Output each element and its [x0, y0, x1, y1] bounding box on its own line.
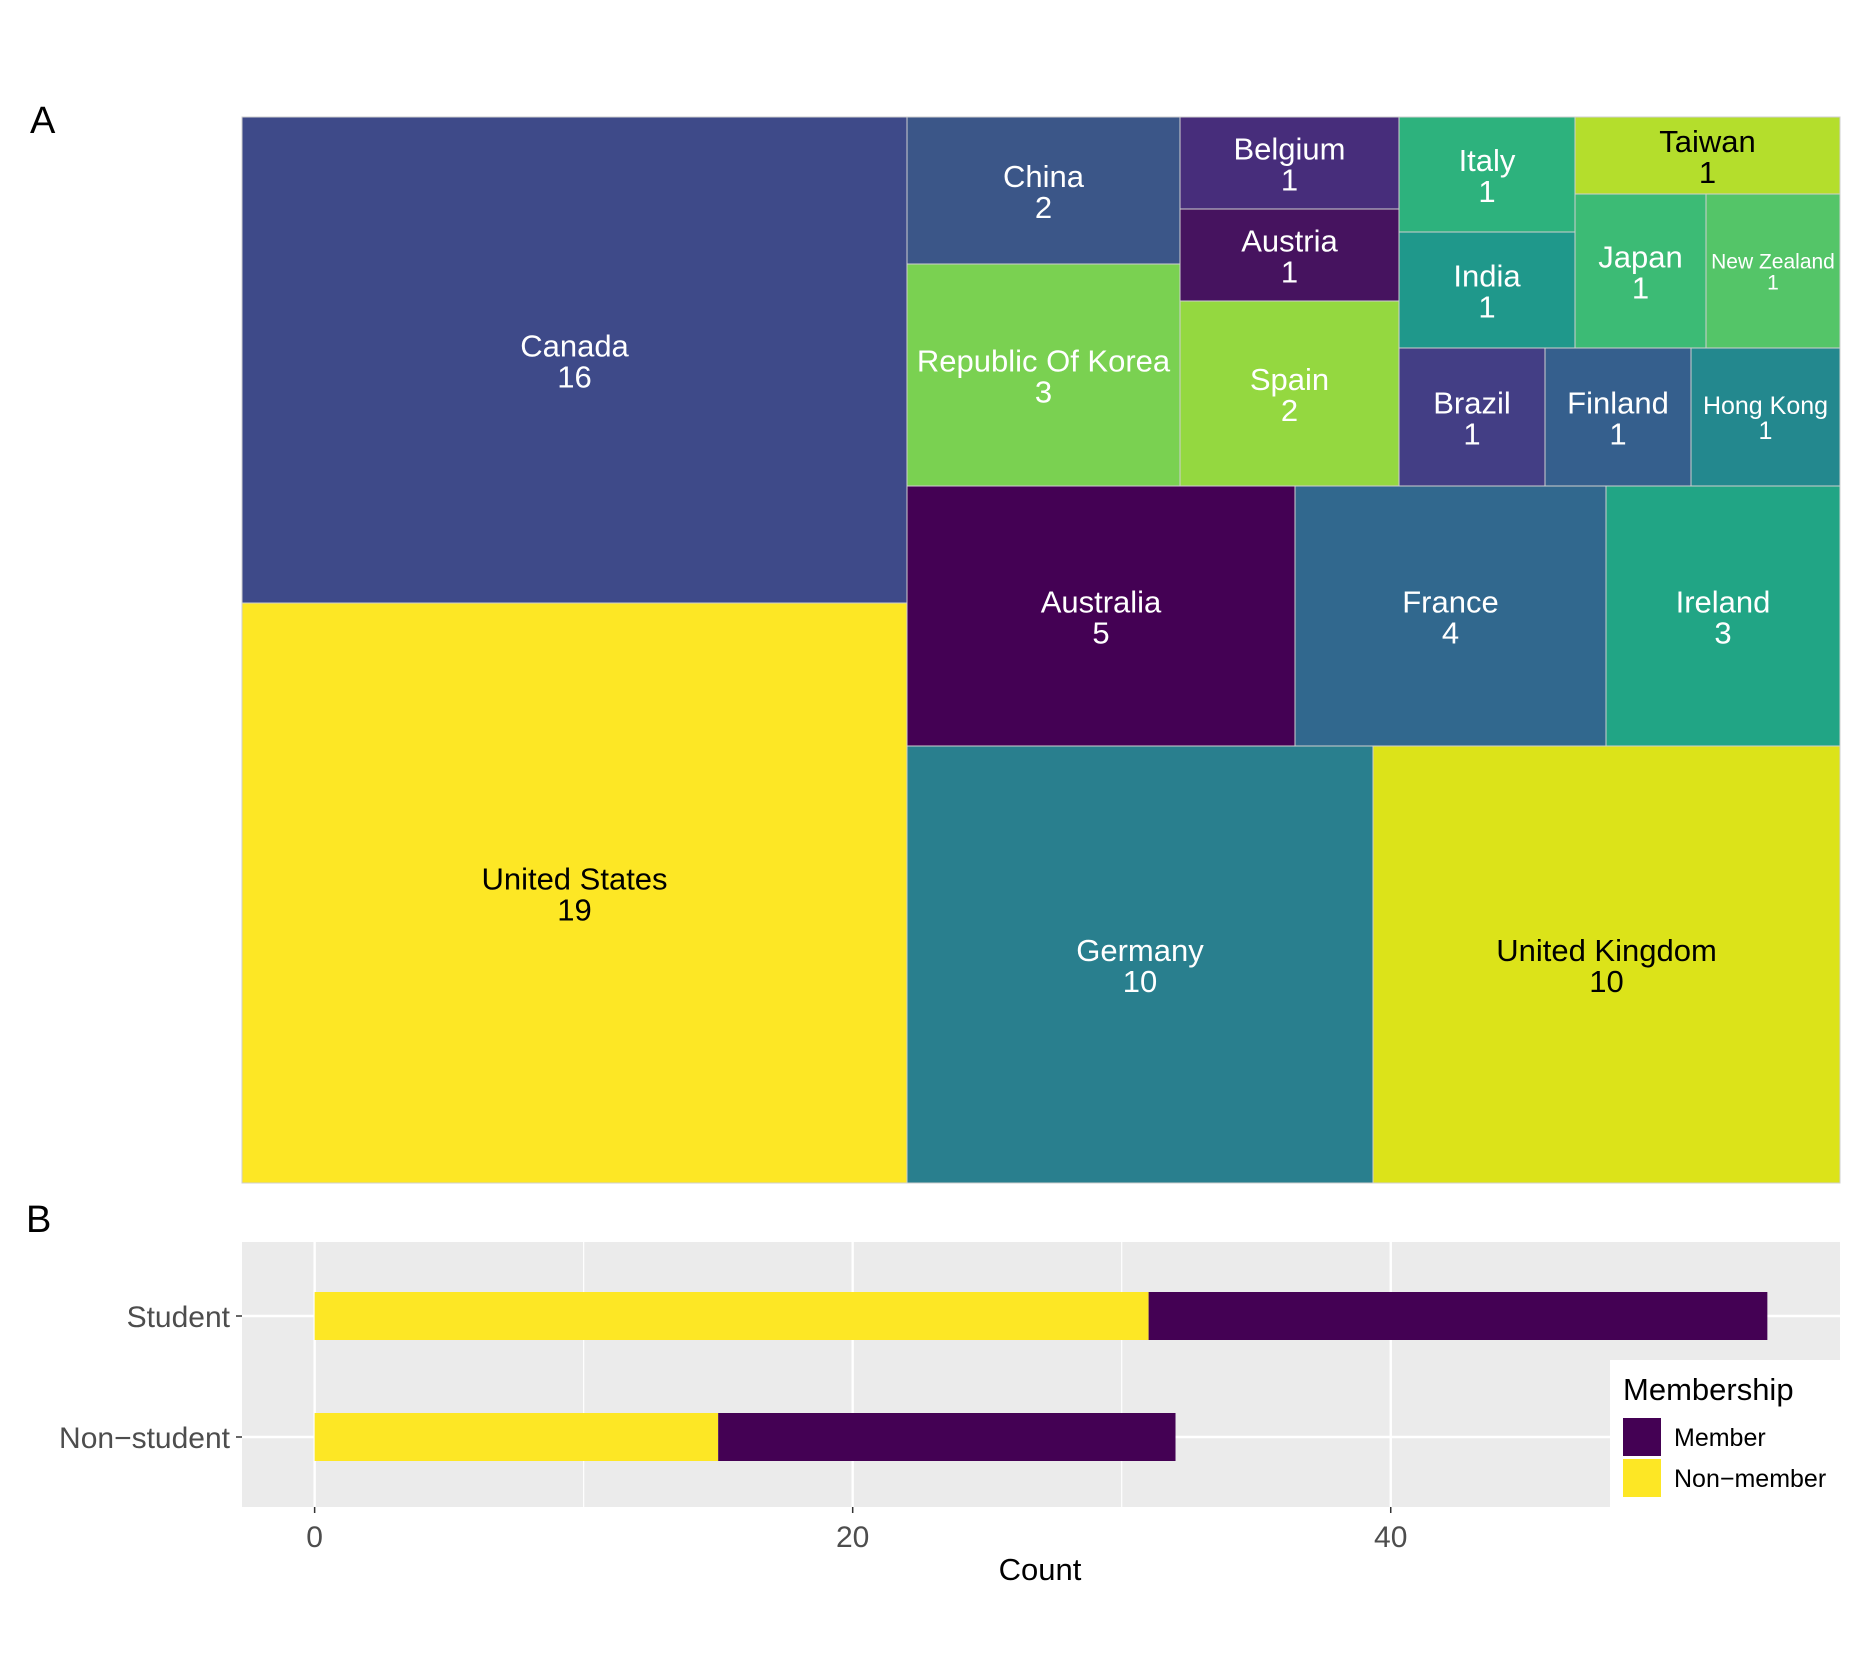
y-tick-label: Student [127, 1301, 231, 1334]
tile-value-ireland: 3 [1714, 615, 1731, 650]
tile-value-china: 2 [1035, 190, 1052, 225]
tile-united-kingdom [1372, 745, 1841, 1184]
tile-ireland [1605, 485, 1841, 747]
tile-value-spain: 2 [1281, 393, 1298, 428]
x-tick-label: 40 [1374, 1521, 1407, 1554]
tile-hong-kong [1690, 347, 1841, 487]
x-axis: 0 20 40 [306, 1507, 1407, 1554]
tile-label-republic-of-korea: Republic Of Korea [917, 343, 1171, 378]
legend-key-member [1623, 1418, 1661, 1456]
tile-value-belgium: 1 [1281, 162, 1298, 197]
x-tick-label: 0 [306, 1521, 323, 1554]
legend-items: Member Non−member [1623, 1418, 1826, 1497]
bar-non-student-non-member [314, 1413, 719, 1461]
tile-value-new-zealand: 1 [1767, 271, 1779, 294]
bar-non-student-member [718, 1413, 1176, 1461]
tile-label-finland: Finland [1567, 385, 1669, 420]
tile-label-belgium: Belgium [1234, 131, 1346, 166]
tile-label-brazil: Brazil [1433, 385, 1511, 420]
tile-label-spain: Spain [1250, 362, 1329, 397]
tile-value-finland: 1 [1609, 416, 1626, 451]
tile-label-japan: Japan [1598, 239, 1682, 274]
tile-label-hong-kong: Hong Kong [1703, 392, 1828, 420]
tile-australia [906, 485, 1296, 747]
tile-label-italy: Italy [1459, 143, 1516, 178]
legend-label-non-member: Non−member [1674, 1465, 1826, 1493]
tile-value-italy: 1 [1478, 174, 1495, 209]
tile-label-china: China [1003, 159, 1085, 194]
legend-title: Membership [1623, 1372, 1794, 1407]
tile-label-united-states: United States [481, 861, 667, 896]
tile-value-australia: 5 [1092, 615, 1109, 650]
tile-germany [906, 745, 1374, 1184]
tile-value-germany: 10 [1123, 964, 1157, 999]
tile-label-austria: Austria [1241, 223, 1338, 258]
tile-label-australia: Australia [1041, 584, 1162, 619]
panel-label-a: A [30, 100, 56, 142]
tile-value-united-kingdom: 10 [1589, 964, 1623, 999]
tile-finland [1544, 347, 1692, 487]
legend-key-non-member [1623, 1459, 1661, 1497]
x-axis-title: Count [999, 1552, 1082, 1587]
legend: Membership Member Non−member [1610, 1360, 1840, 1508]
tile-label-ireland: Ireland [1676, 584, 1771, 619]
bar-student-member [1148, 1292, 1768, 1340]
tile-china [906, 116, 1181, 265]
bars [314, 1292, 1768, 1461]
tile-label-new-zealand: New Zealand [1711, 250, 1835, 273]
tile-value-japan: 1 [1632, 270, 1649, 305]
tile-label-germany: Germany [1076, 933, 1204, 968]
tile-label-united-kingdom: United Kingdom [1496, 933, 1717, 968]
tile-value-india: 1 [1478, 289, 1495, 324]
tile-value-austria: 1 [1281, 254, 1298, 289]
tile-taiwan [1574, 116, 1841, 195]
tile-label-canada: Canada [520, 328, 629, 363]
tile-label-taiwan: Taiwan [1659, 124, 1756, 159]
tile-value-republic-of-korea: 3 [1035, 374, 1052, 409]
tile-brazil [1398, 347, 1546, 487]
tile-united-states [241, 602, 908, 1184]
tile-value-united-states: 19 [557, 892, 591, 927]
bar-student-non-member [314, 1292, 1149, 1340]
legend-label-member: Member [1674, 1424, 1766, 1452]
tile-spain [1179, 300, 1400, 487]
tile-value-taiwan: 1 [1699, 155, 1716, 190]
tile-label-india: India [1453, 258, 1521, 293]
tile-france [1294, 485, 1607, 747]
plot-background [242, 1242, 1840, 1507]
tile-value-brazil: 1 [1463, 416, 1480, 451]
tile-japan [1574, 193, 1707, 349]
tile-india [1398, 231, 1576, 349]
x-tick-label: 20 [836, 1521, 869, 1554]
tile-value-canada: 16 [557, 359, 591, 394]
tile-canada [241, 116, 908, 604]
y-axis: Student Non−student [59, 1301, 242, 1455]
y-tick-label: Non−student [59, 1422, 231, 1455]
panel-label-b: B [26, 1199, 51, 1241]
tile-new-zealand [1705, 193, 1841, 349]
tile-italy [1398, 116, 1576, 233]
tile-value-hong-kong: 1 [1759, 417, 1773, 445]
tile-republic-of-korea [906, 263, 1181, 487]
tile-value-france: 4 [1442, 615, 1459, 650]
tile-label-france: France [1402, 584, 1498, 619]
tile-austria [1179, 208, 1400, 302]
